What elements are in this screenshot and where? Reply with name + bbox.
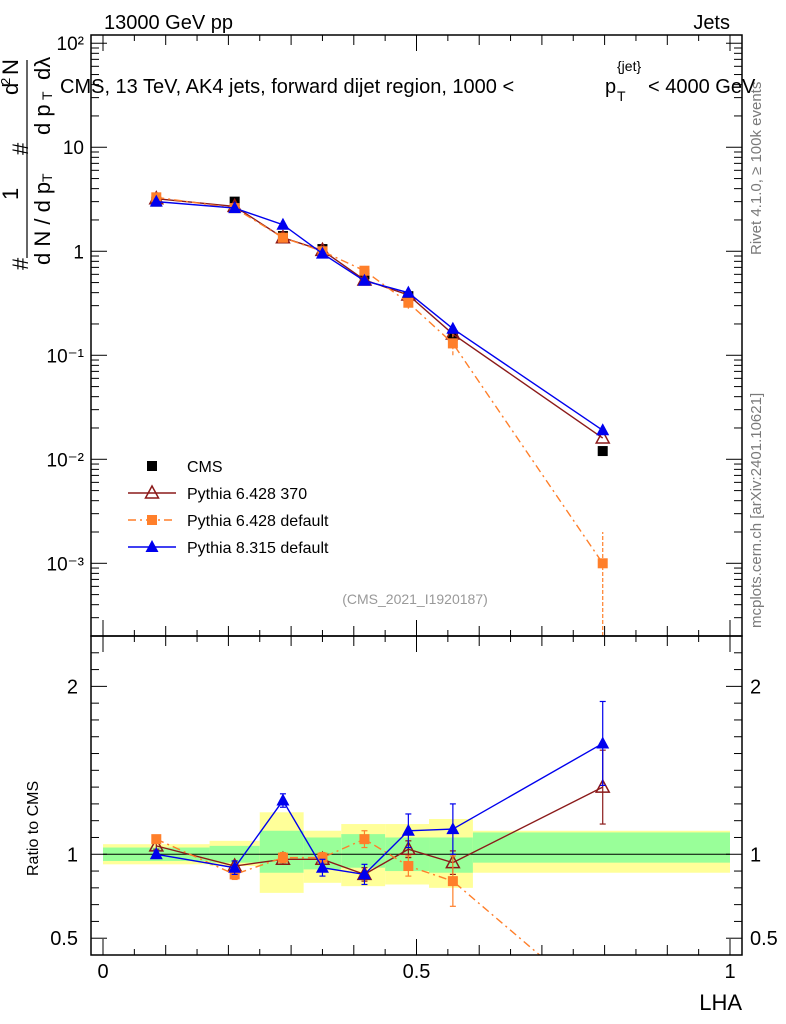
legend-label: Pythia 6.428 370 [187, 486, 307, 503]
source-url-label: mcplots.cern.ch [arXiv:2401.10621] [748, 393, 765, 628]
data-point-ratio [151, 834, 162, 845]
plot-title: CMS, 13 TeV, AK4 jets, forward dijet reg… [60, 58, 756, 104]
ratio-y-tick-label-right: 0.5 [750, 928, 778, 950]
svg-text:1: 1 [0, 188, 23, 200]
band-inner [259, 830, 304, 873]
title-p: p [605, 76, 616, 98]
data-point-ratio [359, 834, 370, 845]
x-tick-label: 1 [724, 961, 735, 983]
x-tick-label: 0 [97, 961, 108, 983]
data-point-ratio [400, 840, 417, 855]
data-point-ratio [317, 852, 328, 863]
data-point-ratio [228, 860, 242, 873]
series-line-ratio [156, 786, 604, 876]
title-suffix: < 4000 GeV [648, 76, 756, 98]
title-sub: T [617, 88, 626, 104]
svg-text:#: # [8, 257, 33, 270]
legend-marker [144, 484, 160, 499]
y-tick-label: 10⁻³ [47, 554, 85, 575]
svg-text:CMS, 13 TeV, AK4 jets, forward: CMS, 13 TeV, AK4 jets, forward dijet reg… [60, 76, 514, 98]
data-point-main [359, 265, 370, 276]
svg-text:2: 2 [0, 78, 13, 85]
legend-marker [147, 461, 157, 471]
svg-text:d: d [0, 83, 23, 95]
ratio-y-tick-label-right: 1 [750, 844, 761, 866]
series-line-ratio [156, 742, 604, 876]
legend-label: Pythia 6.428 default [187, 513, 329, 530]
data-point-ratio [276, 793, 290, 806]
data-point-ratio [277, 852, 288, 863]
data-point-main [228, 201, 242, 214]
data-point-ratio [403, 861, 414, 872]
analysis-tag: (CMS_2021_I1920187) [342, 591, 488, 607]
ratio-frame [90, 635, 743, 956]
data-point-main [447, 338, 458, 349]
main-ylabel: # d N / d p T 1 # d p T dλ d 2 N [0, 57, 55, 270]
svg-text:T: T [39, 173, 55, 182]
data-point-ratio [315, 860, 329, 873]
title-main: CMS, 13 TeV, AK4 jets, forward dijet reg… [60, 76, 514, 98]
x-tick-label: 0.5 [403, 961, 431, 983]
svg-text:d p: d p [30, 104, 55, 135]
svg-text:dλ: dλ [30, 57, 55, 80]
data-point-main [401, 285, 415, 298]
data-point-main [596, 423, 610, 436]
ratio-plot: 0 0.5 1 2 2 1 1 0.5 0.5 [50, 636, 778, 983]
data-point-main [446, 321, 460, 334]
data-point-main [149, 194, 163, 207]
rivet-label: Rivet 4.1.0, ≥ 100k events [748, 82, 765, 255]
series-line-main [156, 196, 604, 564]
main-plot: 10² 10 1 10⁻¹ 10⁻² 10⁻³ [47, 34, 742, 637]
data-point-ratio [357, 867, 371, 880]
legend-label: Pythia 8.315 default [187, 540, 329, 557]
data-point-ratio [401, 823, 415, 836]
series-line-ratio [156, 838, 541, 956]
ratio-y-tick-label-left: 1 [67, 844, 78, 866]
ratio-y-tick-label-left: 0.5 [50, 928, 78, 950]
data-point-main [277, 232, 288, 243]
legend-marker [145, 540, 159, 552]
series-line-main [156, 198, 604, 439]
svg-text:N: N [0, 59, 23, 75]
data-point-ratio [596, 736, 610, 749]
legend: CMS Pythia 6.428 370 Pythia 6.428 default P… [128, 459, 329, 557]
data-point-main [276, 217, 290, 230]
x-axis-label: LHA [699, 990, 742, 1015]
ratio-y-tick-label-right: 2 [750, 676, 761, 698]
header-left: 13000 GeV pp [104, 12, 233, 34]
legend-marker [147, 515, 157, 525]
band-inner [429, 837, 473, 873]
y-tick-label: 10⁻¹ [47, 346, 85, 367]
legend-label: CMS [187, 459, 223, 476]
data-point-main [357, 273, 371, 286]
y-tick-label: 10 [63, 138, 84, 159]
header-right: Jets [693, 12, 730, 34]
data-point-ratio [447, 876, 458, 887]
data-point-ratio [149, 847, 163, 860]
ratio-ylabel: Ratio to CMS [25, 781, 42, 876]
band-inner [472, 832, 730, 863]
svg-text:d N / d p: d N / d p [30, 182, 55, 265]
title-sup: {jet} [617, 58, 641, 74]
series-line-main [156, 200, 604, 431]
data-point-main [403, 297, 414, 308]
data-point-ratio [446, 822, 460, 835]
data-point-main [597, 446, 608, 457]
svg-text:#: # [8, 142, 33, 155]
svg-text:T: T [39, 91, 55, 100]
y-tick-label: 10² [57, 34, 84, 55]
y-tick-label: 1 [73, 242, 84, 263]
data-point-main [315, 246, 329, 259]
data-point-ratio [594, 778, 611, 793]
ratio-y-tick-label-left: 2 [67, 676, 78, 698]
data-point-main [597, 558, 608, 569]
y-tick-label: 10⁻² [47, 450, 85, 471]
data-point-main [594, 429, 611, 444]
